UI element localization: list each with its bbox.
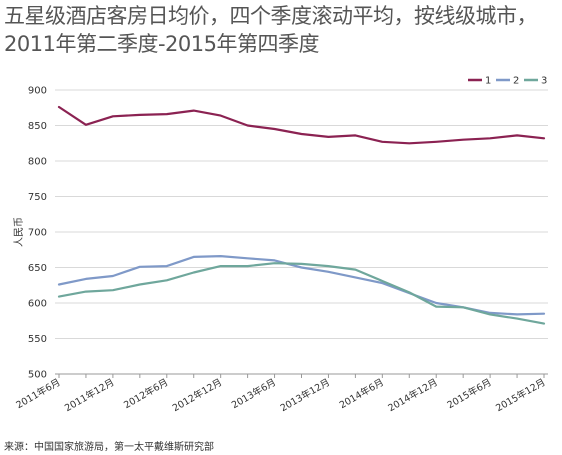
source-note: 来源：中国国家旅游局，第一太平戴维斯研究部 — [4, 442, 214, 453]
x-tick-label: 2012年12月 — [170, 376, 224, 414]
y-tick-label: 700 — [28, 228, 47, 239]
x-tick-label: 2013年12月 — [278, 376, 332, 414]
legend-label-1: 1 — [485, 76, 491, 87]
legend: 1 2 3 — [468, 76, 547, 87]
y-tick-label: 900 — [28, 86, 47, 97]
x-tick-label: 2015年6月 — [445, 376, 494, 411]
series-lines — [57, 105, 546, 325]
grid-lines — [55, 89, 548, 375]
y-tick-label: 750 — [28, 192, 47, 203]
x-tick-label: 2015年12月 — [494, 376, 548, 414]
x-tick-label: 2012年6月 — [122, 376, 171, 411]
legend-label-3: 3 — [541, 76, 547, 87]
y-tick-label: 850 — [28, 121, 47, 132]
y-axis-label: 人民币 — [13, 217, 25, 247]
y-tick-label: 800 — [28, 157, 47, 168]
x-tick-label: 2014年12月 — [386, 376, 440, 414]
y-tick-label: 500 — [28, 370, 47, 381]
series-line-3 — [57, 262, 546, 325]
y-axis-ticks: 500 550 600 650 700 750 800 850 900 — [28, 86, 47, 381]
y-tick-label: 550 — [28, 334, 47, 345]
x-axis: 2011年6月 2011年12月 2012年6月 2012年12月 2013年6月 201… — [14, 373, 548, 414]
legend-label-2: 2 — [513, 76, 519, 87]
x-tick-label: 2011年6月 — [14, 376, 63, 411]
chart-title: 五星级酒店客房日均价，四个季度滚动平均，按线级城市，2011年第二季度-2015… — [4, 4, 538, 56]
x-tick-label: 2014年6月 — [337, 376, 386, 411]
y-tick-label: 600 — [28, 299, 47, 310]
x-tick-label: 2013年6月 — [229, 376, 278, 411]
x-tick-label: 2011年12月 — [63, 376, 117, 414]
y-tick-label: 650 — [28, 263, 47, 274]
series-line-1 — [57, 105, 546, 145]
